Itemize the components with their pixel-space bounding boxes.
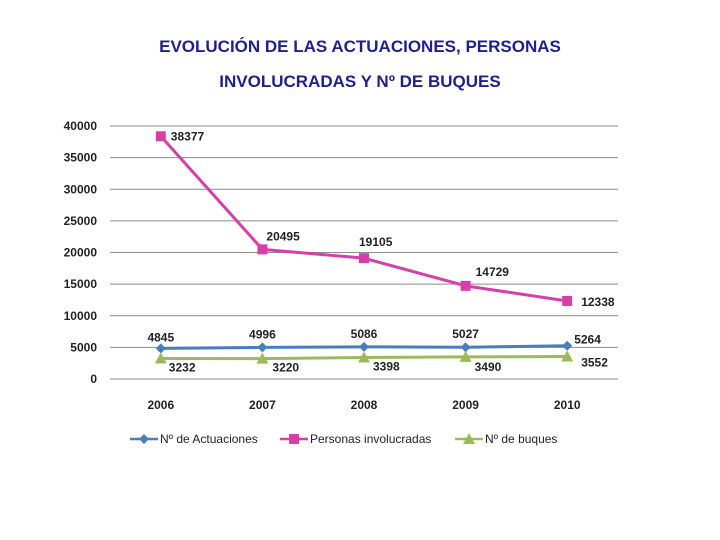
triangle-marker-2-1	[256, 352, 269, 364]
chart-title-line-2: INVOLUCRADAS Y Nº DE BUQUES	[219, 72, 501, 91]
data-label-1-1: 20495	[266, 229, 300, 243]
x-tick-label-2007: 2007	[249, 398, 276, 412]
data-label-0-1: 4996	[249, 327, 276, 341]
square-marker-1-3	[460, 280, 471, 291]
data-label-1-4: 12338	[581, 295, 615, 309]
y-tick-label-10000: 10000	[64, 309, 98, 323]
square-marker-1-1	[257, 244, 268, 255]
y-tick-label-30000: 30000	[64, 182, 98, 196]
data-label-1-0: 38377	[171, 129, 205, 143]
x-tick-label-2006: 2006	[147, 398, 174, 412]
y-tick-label-15000: 15000	[64, 277, 98, 291]
square-marker-1-4	[562, 295, 573, 306]
data-label-1-2: 19105	[359, 235, 393, 249]
diamond-marker-0-1	[257, 342, 268, 353]
x-tick-label-2008: 2008	[351, 398, 378, 412]
data-label-0-2: 5086	[351, 327, 378, 341]
data-label-0-0: 4845	[147, 330, 174, 344]
legend-marker-1	[289, 434, 299, 444]
data-label-2-2: 3398	[373, 360, 400, 374]
chart-title-line-1: EVOLUCIÓN DE LAS ACTUACIONES, PERSONAS	[159, 37, 561, 56]
data-label-1-3: 14729	[476, 265, 510, 279]
triangle-marker-2-4	[561, 350, 574, 362]
y-tick-label-25000: 25000	[64, 214, 98, 228]
y-tick-label-35000: 35000	[64, 151, 98, 165]
data-label-2-0: 3232	[169, 361, 196, 375]
legend-label-2: Nº de buques	[485, 432, 557, 446]
y-tick-label-0: 0	[90, 372, 97, 386]
y-tick-label-40000: 40000	[64, 119, 98, 133]
square-marker-1-0	[155, 131, 166, 142]
triangle-marker-2-3	[459, 350, 472, 362]
legend-label-0: Nº de Actuaciones	[160, 432, 258, 446]
data-label-2-3: 3490	[475, 360, 502, 374]
data-label-2-4: 3552	[581, 356, 608, 370]
x-tick-label-2010: 2010	[554, 398, 581, 412]
diamond-marker-0-2	[359, 341, 369, 352]
legend-label-1: Personas involucradas	[310, 432, 431, 446]
diamond-marker-0-4	[562, 340, 573, 351]
square-marker-1-2	[359, 253, 369, 264]
data-label-0-3: 5027	[452, 327, 479, 341]
y-tick-label-20000: 20000	[64, 246, 98, 260]
data-label-0-4: 5264	[574, 333, 601, 347]
x-tick-label-2009: 2009	[452, 398, 479, 412]
y-tick-label-5000: 5000	[70, 340, 97, 354]
diamond-marker-0-0	[155, 343, 166, 354]
legend-marker-0	[139, 434, 149, 444]
triangle-marker-2-0	[154, 352, 167, 364]
triangle-marker-2-2	[358, 351, 370, 363]
legend-marker-2	[463, 433, 475, 444]
data-label-2-1: 3220	[272, 361, 299, 375]
diamond-marker-0-3	[460, 342, 471, 353]
